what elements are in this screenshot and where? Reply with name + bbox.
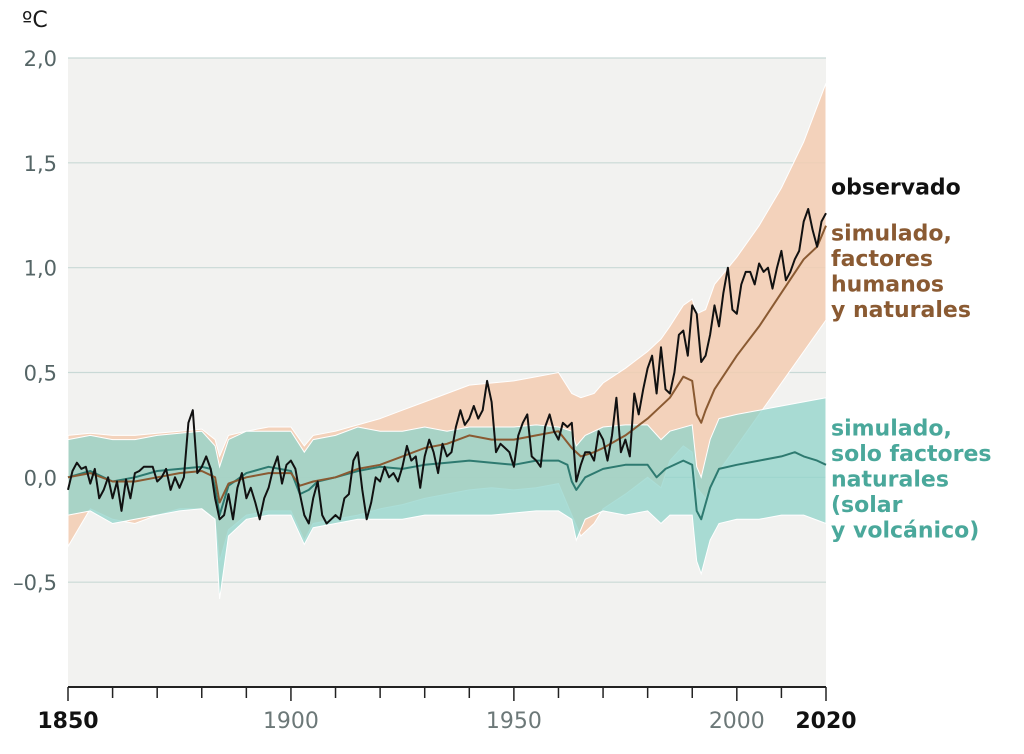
line-observed [67,208,827,525]
bands [67,83,827,599]
y-tick-label-2: 1,0 [24,257,57,281]
y-tick-labels: 2,0 1,5 1,0 0,5 0,0 –0,5 [13,47,57,595]
x-axis [67,686,827,701]
y-tick-label-1: 1,5 [24,152,57,176]
x-tick-label-2020: 2020 [795,709,856,734]
legend-natural-only-line-4: y volcánico) [831,518,979,543]
x-tick-label-2000: 2000 [709,709,765,734]
band-natural-only [67,397,827,599]
series-lines [67,208,827,525]
y-tick-label-3: 0,5 [24,362,57,386]
unit-label: ºC [22,8,48,33]
line-natural-only [67,451,827,521]
y-tick-label-5: –0,5 [13,571,57,595]
legend-natural-only-line-1: solo factores [831,442,991,467]
legend-human-natural-line-0: simulado, [831,221,952,246]
legend-natural-only-line-3: (solar [831,493,903,518]
x-tick-label-1950: 1950 [486,709,542,734]
legend-natural-only-line-0: simulado, [831,416,952,441]
legend-human-natural-line-1: factores [831,247,933,272]
legend-human-natural-line-2: humanos [831,272,944,297]
x-tick-label-1900: 1900 [263,709,319,734]
legend-natural-only-line-2: naturales [831,467,949,492]
line-human-natural [67,225,827,504]
y-tick-label-4: 0,0 [24,466,57,490]
legend-observed-line-0: observado [831,175,961,200]
x-tick-label-1850: 1850 [37,709,98,734]
legend-human-natural-line-3: y naturales [831,298,971,323]
x-tick-labels: 1850 1900 1950 2000 2020 [37,709,856,734]
y-tick-label-0: 2,0 [24,47,57,71]
